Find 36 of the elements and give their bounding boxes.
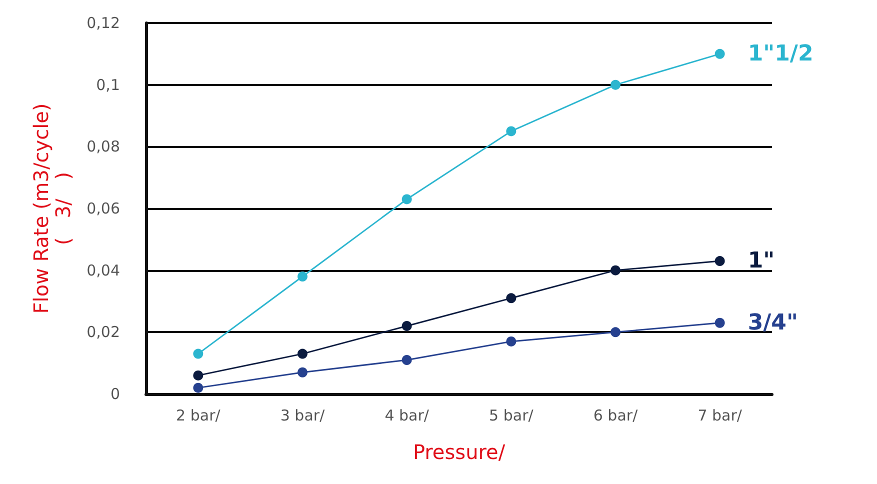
point [298,367,308,378]
x-axis-title: Pressure/ [412,440,506,464]
point [402,194,412,204]
point [714,48,725,59]
point [193,348,204,359]
x-tick-label: 2 bar/ [176,406,222,424]
y-axis-title: Flow Rate (m3/cycle) ( 3/ ) [29,103,75,314]
y-tick-label: 0,06 [86,200,120,218]
y-tick-label: 0,04 [86,261,120,280]
x-tick-label: 5 bar/ [489,406,534,424]
x-tick-label: 6 bar/ [593,406,639,424]
y-tick-label: 0,12 [86,14,120,32]
point [402,354,412,365]
y-tick-label: 0,02 [86,323,120,342]
point [298,272,308,282]
point [714,256,725,266]
point [610,80,620,90]
point [610,327,620,338]
series-label: 1" [748,248,775,274]
point [610,265,620,276]
point [193,382,204,393]
y-tick-label: 0 [110,385,120,403]
series-label: 3/4" [748,310,798,336]
point [402,320,412,331]
point [506,293,516,304]
x-tick-label: 7 bar/ [698,406,743,424]
point [506,126,516,136]
point [298,348,308,359]
y-tick-label: 0,1 [96,76,120,94]
point [714,318,725,328]
series-label: 1"1/2 [748,41,814,66]
point [506,336,516,346]
x-tick-label: 4 bar/ [384,406,430,424]
point [193,370,204,380]
x-tick-label: 3 bar/ [280,406,326,424]
y-tick-label: 0,08 [86,138,120,156]
